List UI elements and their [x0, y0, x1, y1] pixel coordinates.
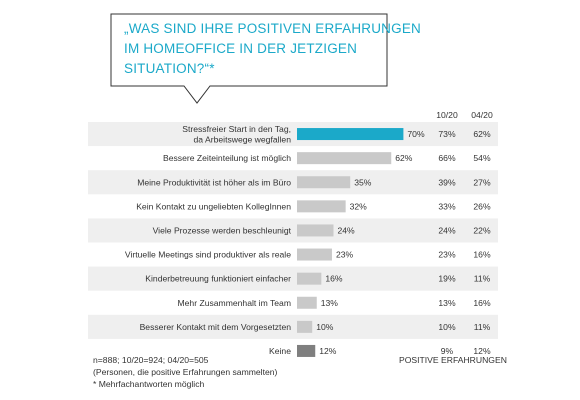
comparison-10-20-value: 33%: [438, 201, 456, 211]
question-line-2: IM HOMEOFFICE IN DER JETZIGEN: [124, 41, 358, 56]
category-label: Meine Produktivität ist höher als im Bür…: [137, 177, 291, 187]
category-label: Mehr Zusammenhalt im Team: [177, 298, 291, 308]
category-label: Keine: [269, 346, 291, 356]
bar-value-label: 16%: [325, 274, 343, 284]
bar: [297, 296, 317, 309]
category-label: Bessere Zeiteinteilung ist möglich: [163, 153, 291, 163]
bar-value-label: 24%: [337, 225, 355, 235]
comparison-10-20-value: 24%: [438, 225, 456, 235]
multiple-answers-note: * Mehrfachantworten möglich: [93, 379, 205, 389]
question-line-1: „WAS SIND IHRE POSITIVEN ERFAHRUNGEN: [124, 21, 421, 36]
row-shade: [88, 122, 498, 147]
bar-value-label: 23%: [336, 250, 354, 260]
category-label: Stressfreier Start in den Tag,: [182, 124, 291, 134]
row-shade: [88, 170, 498, 195]
category-label: Virtuelle Meetings sind produktiver als …: [125, 250, 291, 260]
bar: [297, 272, 322, 285]
comparison-10-20-value: 66%: [438, 153, 456, 163]
bar-value-label: 12%: [319, 346, 337, 356]
comparison-04-20-value: 11%: [474, 322, 491, 332]
comparison-04-20-value: 62%: [473, 129, 491, 139]
category-label: Kinderbetreuung funktioniert einfacher: [145, 274, 291, 284]
comparison-10-20-value: 73%: [438, 129, 456, 139]
comparison-10-20-value: 13%: [438, 298, 456, 308]
category-label: Viele Prozesse werden beschleunigt: [153, 225, 292, 235]
comparison-04-20-value: 27%: [473, 177, 491, 187]
bar: [297, 320, 313, 333]
row-shade: [88, 314, 498, 339]
comparison-04-20-value: 26%: [473, 201, 491, 211]
comparison-10-20-value: 9%: [441, 346, 454, 356]
comparison-10-20-value: 19%: [438, 274, 456, 284]
header-10-20: 10/20: [436, 110, 458, 120]
bar: [297, 248, 332, 261]
bar: [297, 344, 316, 357]
comparison-04-20-value: 12%: [473, 346, 491, 356]
bar-value-label: 62%: [395, 153, 413, 163]
comparison-10-20-value: 23%: [438, 250, 456, 260]
bar-value-label: 10%: [316, 322, 334, 332]
comparison-10-20-value: 10%: [438, 322, 456, 332]
comparison-04-20-value: 22%: [473, 225, 491, 235]
section-label: POSITIVE ERFAHRUNGEN: [399, 355, 507, 365]
bar-value-label: 70%: [407, 129, 425, 139]
comparison-04-20-value: 16%: [473, 250, 491, 260]
sample-size-note: n=888; 10/20=924; 04/20=505: [93, 355, 209, 365]
comparison-04-20-value: 54%: [473, 153, 491, 163]
bar: [297, 200, 346, 213]
basis-note: (Personen, die positive Erfahrungen samm…: [93, 367, 278, 377]
comparison-04-20-value: 16%: [473, 298, 491, 308]
bar-value-label: 35%: [354, 177, 372, 187]
bar-value-label: 32%: [350, 201, 368, 211]
bar: [297, 176, 351, 189]
comparison-10-20-value: 39%: [438, 177, 456, 187]
question-line-3: SITUATION?“*: [124, 61, 215, 76]
bar-value-label: 13%: [321, 298, 339, 308]
bar: [297, 152, 392, 165]
category-label: da Arbeitswege wegfallen: [194, 134, 292, 144]
bar: [297, 224, 334, 237]
row-shade: [88, 218, 498, 243]
bar: [297, 128, 404, 141]
header-04-20: 04/20: [471, 110, 493, 120]
row-shade: [88, 266, 498, 291]
category-label: Kein Kontakt zu ungeliebten KollegInnen: [136, 201, 291, 211]
comparison-04-20-value: 11%: [474, 274, 491, 284]
category-label: Besserer Kontakt mit dem Vorgesetzten: [140, 322, 292, 332]
